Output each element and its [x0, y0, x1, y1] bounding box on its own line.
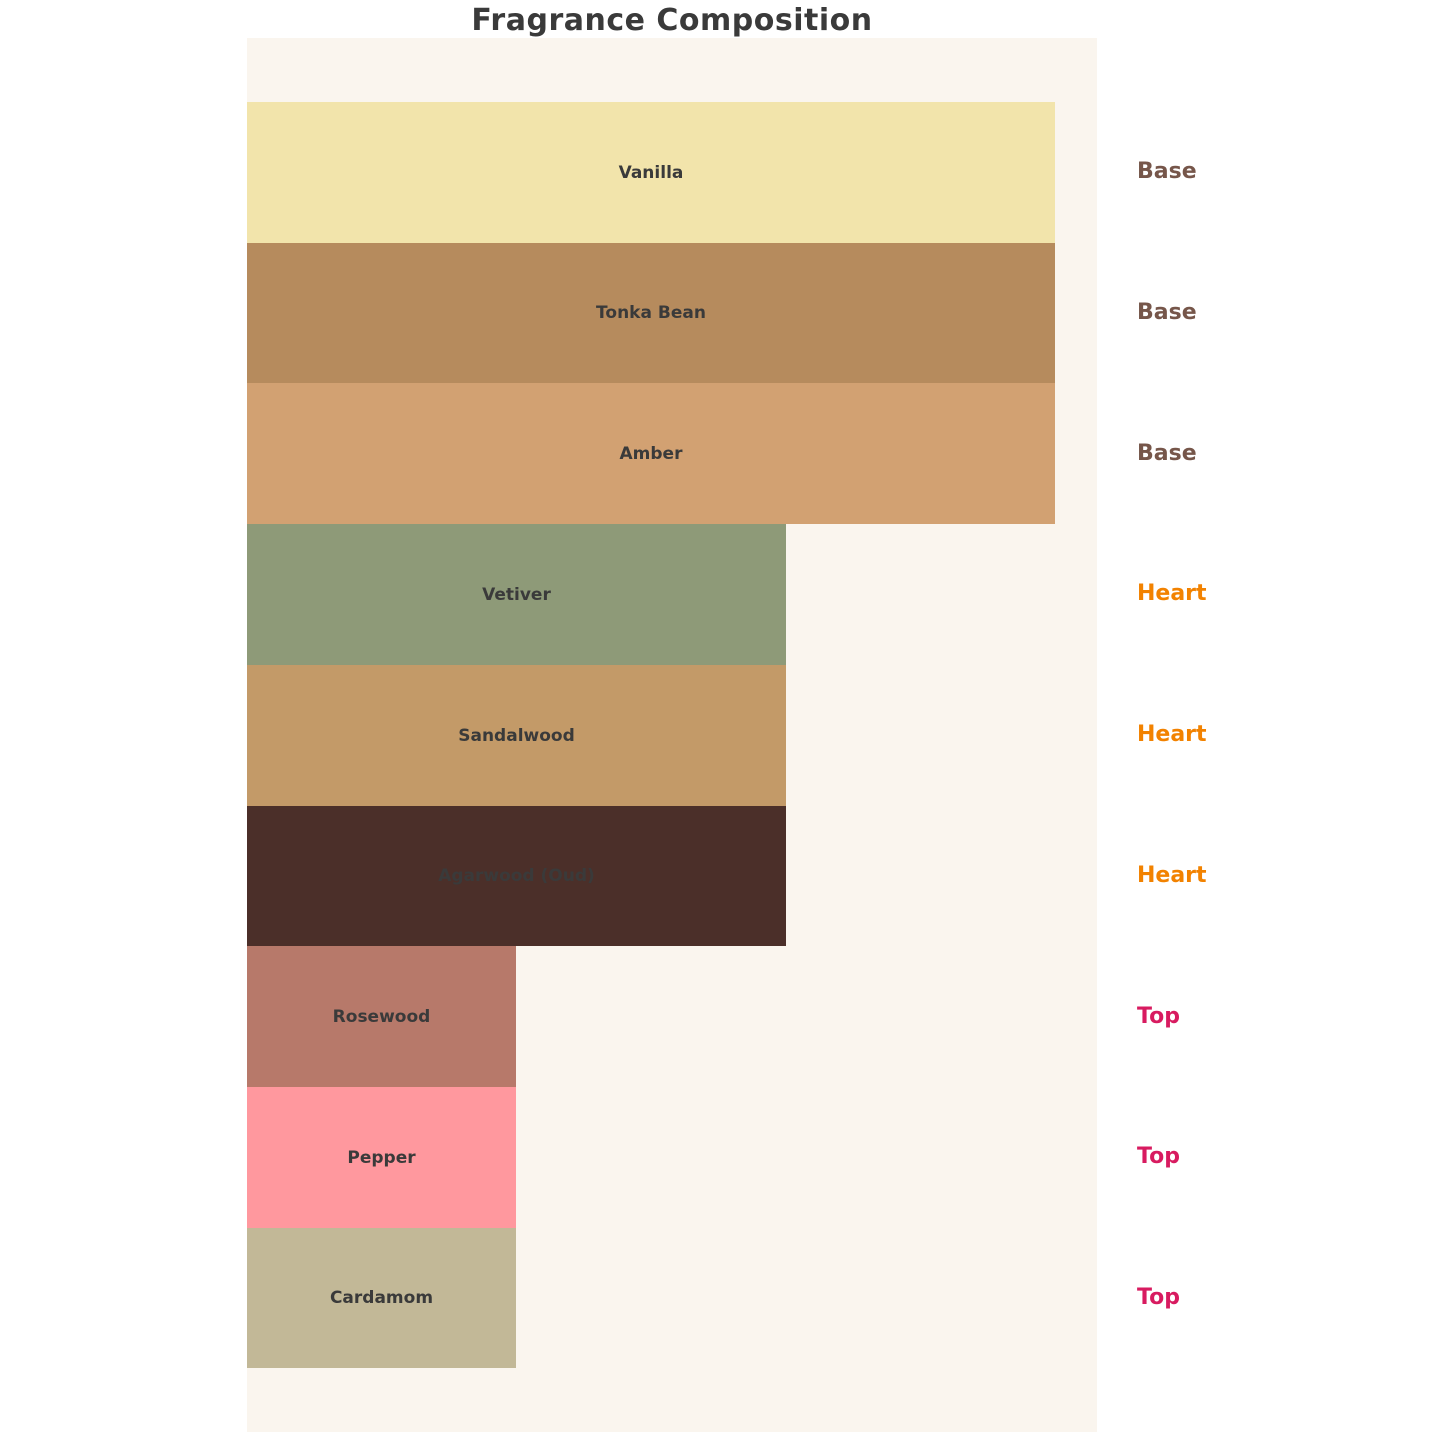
note-label-heart-6: Heart	[1137, 863, 1207, 888]
bar-cardamom: Cardamom	[247, 1228, 516, 1368]
chart-title: Fragrance Composition	[471, 3, 873, 38]
bar-label-agarwood-oud: Agarwood (Oud)	[438, 866, 595, 886]
bar-label-cardamom: Cardamom	[329, 1288, 434, 1308]
bar-pepper: Pepper	[247, 1087, 516, 1228]
note-label-heart-5: Heart	[1137, 722, 1207, 747]
bar-label-amber: Amber	[619, 443, 683, 464]
bar-vanilla: Vanilla	[247, 102, 1055, 243]
note-label-base-2: Base	[1137, 300, 1197, 325]
chart-panel: Vanilla Tonka Bean Amber Vetiver Sandalwood A…	[247, 38, 1097, 1432]
note-label-top-8: Top	[1137, 1144, 1180, 1169]
bar-vetiver: Vetiver	[247, 524, 786, 665]
bar-tonka-bean: Tonka Bean	[247, 243, 1055, 383]
note-label-top-9: Top	[1137, 1285, 1180, 1310]
note-label-top-7: Top	[1137, 1004, 1180, 1029]
bar-amber: Amber	[247, 383, 1055, 524]
bar-agarwood-oud: Agarwood (Oud)	[247, 806, 786, 946]
bar-rosewood: Rosewood	[247, 946, 516, 1087]
bar-label-pepper: Pepper	[347, 1147, 416, 1168]
bar-label-sandalwood: Sandalwood	[458, 725, 575, 746]
note-label-base-1: Base	[1137, 159, 1197, 184]
bar-label-tonka-bean: Tonka Bean	[596, 303, 706, 323]
bar-label-rosewood: Rosewood	[332, 1006, 431, 1027]
bar-label-vanilla: Vanilla	[618, 162, 684, 183]
bar-label-vetiver: Vetiver	[482, 584, 551, 605]
bar-sandalwood: Sandalwood	[247, 665, 786, 806]
note-label-heart-4: Heart	[1137, 581, 1207, 606]
note-label-base-3: Base	[1137, 441, 1197, 466]
